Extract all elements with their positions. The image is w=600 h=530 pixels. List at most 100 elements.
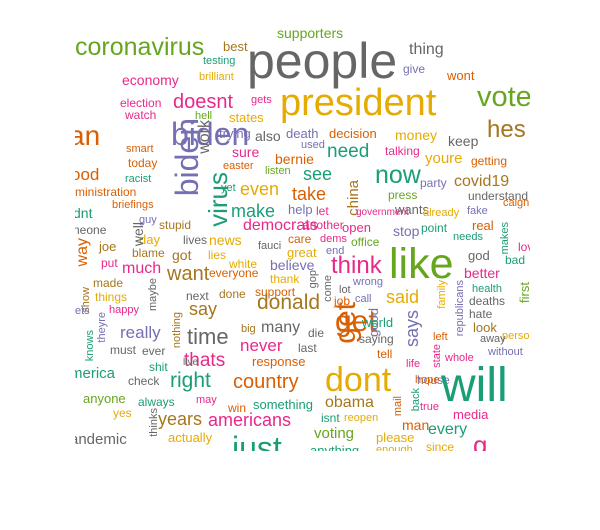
word: ministration — [75, 185, 137, 199]
word: work — [196, 120, 213, 154]
word: yet — [221, 182, 236, 194]
word: live — [183, 357, 199, 368]
word: will — [441, 359, 508, 412]
word: left — [433, 331, 448, 343]
word: joe — [99, 239, 117, 254]
word: watch — [125, 108, 157, 122]
word: now — [375, 161, 421, 189]
word: world — [362, 315, 394, 330]
word: done — [219, 287, 246, 301]
word: may — [196, 394, 217, 406]
word: death — [286, 126, 319, 141]
word: let — [316, 204, 329, 218]
word: makes — [499, 222, 511, 255]
word: used — [301, 139, 325, 151]
word: look — [473, 320, 497, 335]
word: true — [420, 401, 439, 413]
word: an — [75, 120, 101, 151]
word: end — [326, 245, 345, 257]
word: office — [351, 235, 380, 249]
word: easter — [223, 160, 254, 172]
word: much — [122, 260, 162, 277]
word: coronavirus — [75, 33, 205, 61]
word: lot — [339, 284, 351, 296]
word: response — [252, 354, 306, 369]
word: just — [232, 430, 282, 451]
word: anything — [310, 443, 360, 451]
word: shit — [149, 360, 168, 374]
word: said — [386, 287, 420, 307]
word: make — [231, 201, 276, 221]
word: news — [209, 232, 242, 248]
word: isnt — [321, 411, 340, 425]
word: economy — [122, 72, 179, 88]
word: give — [403, 62, 426, 76]
word: youre — [425, 150, 463, 167]
word: hate — [469, 307, 493, 321]
word: gets — [251, 94, 272, 106]
word: great — [287, 245, 317, 260]
word: biden — [171, 116, 250, 152]
word: thank — [270, 272, 300, 286]
word: person — [502, 330, 530, 342]
word: nothing — [171, 312, 183, 349]
word: lies — [208, 248, 227, 262]
word: every — [428, 421, 468, 438]
word: actually — [168, 430, 213, 445]
word: get — [335, 305, 377, 338]
word: thing — [409, 41, 444, 58]
word: sure — [232, 144, 260, 160]
word: party — [420, 176, 447, 190]
word: needs — [453, 231, 483, 243]
word: president — [280, 82, 437, 124]
word: another — [303, 218, 344, 232]
word: fake — [467, 205, 488, 217]
word: government — [356, 207, 409, 218]
word: media — [453, 407, 489, 422]
word: even — [240, 179, 280, 199]
word: house — [417, 373, 450, 387]
word: wrong — [353, 276, 383, 288]
word: dems — [320, 233, 347, 245]
word: without — [488, 346, 523, 358]
word: bad — [505, 253, 526, 267]
word: away — [480, 333, 506, 345]
word: knows — [84, 330, 96, 362]
word: vote — [477, 81, 530, 113]
word: man — [402, 417, 430, 433]
word: job — [334, 294, 351, 308]
word: covid19 — [454, 173, 510, 190]
word: anyone — [83, 391, 126, 406]
word: saying — [359, 332, 394, 346]
word: take — [292, 184, 327, 204]
word: never — [240, 336, 283, 355]
word: white — [229, 257, 258, 271]
word: made — [93, 276, 124, 290]
word: happy — [109, 304, 139, 316]
word: dont — [325, 361, 392, 399]
word: deaths — [469, 294, 506, 308]
word: already — [423, 207, 460, 219]
word: caign — [503, 197, 530, 209]
word: real — [472, 218, 494, 233]
word: thats — [184, 350, 226, 371]
word: people — [247, 33, 398, 89]
word: states — [229, 110, 264, 125]
word: please — [376, 430, 415, 445]
word: press — [388, 188, 418, 202]
word-cloud: coronavirus supporters people thing best… — [75, 22, 530, 451]
word: everyone — [209, 266, 259, 280]
word: virus — [203, 172, 233, 227]
word: dnt — [75, 205, 93, 221]
word: many — [261, 319, 301, 336]
word: get — [329, 302, 362, 344]
word: come — [322, 275, 334, 302]
word: got — [172, 247, 192, 263]
word: last — [298, 341, 317, 355]
word: donald — [257, 291, 321, 314]
word: trying — [219, 126, 251, 141]
word: brilliant — [199, 71, 234, 83]
word: help — [288, 202, 313, 217]
word: getting — [471, 154, 508, 168]
word: fauci — [258, 240, 282, 252]
